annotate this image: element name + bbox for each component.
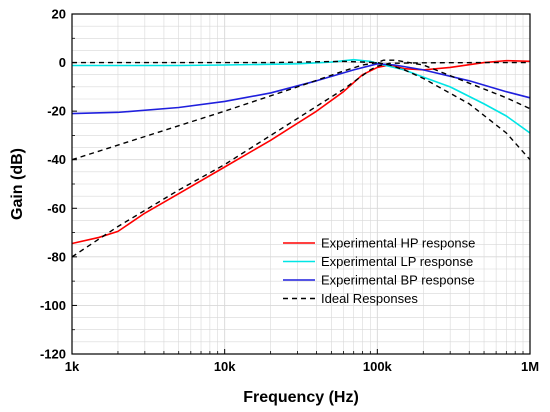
x-tick-label: 1M bbox=[521, 359, 539, 374]
x-tick-label: 10k bbox=[214, 359, 236, 374]
series-line-5 bbox=[71, 59, 531, 161]
y-tick-label: 0 bbox=[59, 55, 66, 70]
series-line-4 bbox=[71, 61, 530, 258]
legend-label: Ideal Responses bbox=[321, 291, 418, 306]
legend-label: Experimental HP response bbox=[321, 236, 475, 251]
series-line-1 bbox=[71, 59, 531, 245]
y-axis-label: Gain (dB) bbox=[9, 148, 26, 220]
y-tick-label: -20 bbox=[47, 104, 66, 119]
y-tick-label: -60 bbox=[47, 201, 66, 216]
y-tick-label: -40 bbox=[47, 152, 66, 167]
series-line-3 bbox=[71, 62, 531, 115]
series-line-6 bbox=[72, 60, 531, 161]
x-tick-label: 1k bbox=[65, 359, 80, 374]
legend: Experimental HP response Experimental LP … bbox=[283, 236, 475, 306]
x-tick-label: 100k bbox=[363, 359, 393, 374]
x-axis-label: Frequency (Hz) bbox=[243, 389, 359, 406]
grid-lines bbox=[71, 13, 530, 355]
y-tick-label: -80 bbox=[47, 249, 66, 264]
y-tick-label: -100 bbox=[40, 298, 66, 313]
y-tick-label: -120 bbox=[40, 347, 66, 362]
data-series bbox=[71, 58, 531, 258]
legend-label: Experimental LP response bbox=[321, 254, 473, 269]
series-line-2 bbox=[72, 58, 531, 134]
legend-label: Experimental BP response bbox=[321, 273, 475, 288]
y-tick-label: 20 bbox=[52, 7, 66, 22]
